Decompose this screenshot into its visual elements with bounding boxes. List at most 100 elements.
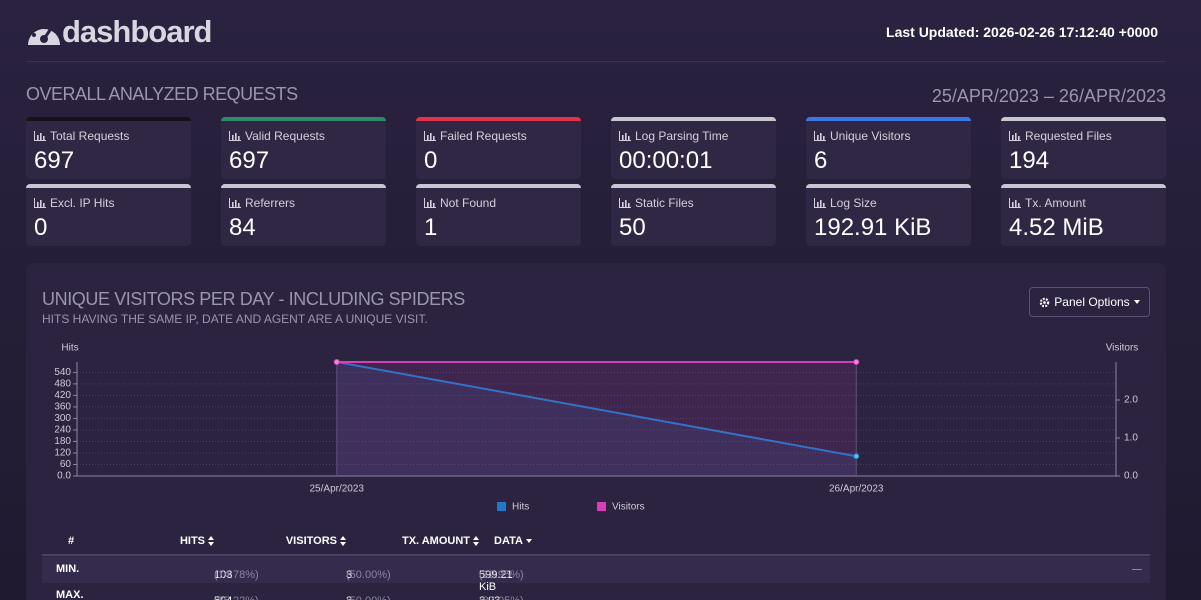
icon-bar [40,200,42,207]
card-value: 194 [1009,147,1050,174]
table-header: HITS [180,535,214,547]
header-text: HITS [179,535,205,547]
card-value: 1 [424,214,438,241]
row-label: MIN. [56,563,80,575]
stats-icon [229,131,241,141]
card-value: 697 [34,147,75,174]
card-label: Excl. IP Hits [34,196,114,210]
card-label-text: Tx. Amount [1025,196,1086,210]
stats-icon [424,131,436,141]
icon-bar [814,198,815,208]
card-value: 50 [619,214,646,241]
panel-options-label: Panel Options [1054,295,1130,309]
cell-value: 3 [346,569,353,581]
card-label: Referrers [229,196,295,210]
series-area [336,362,857,476]
icon-bar [37,135,39,140]
row-label: MAX. [56,589,84,600]
cell-value: 594 [214,595,232,600]
stats-icon [814,131,826,141]
icon-bar [232,135,234,140]
collapse-dash [1132,569,1142,570]
table-header: DATA [494,535,532,547]
stat-card: Static Files 50 [611,184,776,246]
y-tick-label: 120 [54,448,71,459]
panel-title: UNIQUE VISITORS PER DAY - INCLUDING SPID… [42,289,465,309]
icon-bar [229,198,230,208]
icon-bar [229,140,241,141]
stat-card: Failed Requests 0 [416,117,581,179]
table-row: MIN. 103 (14.78%) 3 (50.00%) 599.21 KiB (12… [42,557,1150,593]
icon-bar [433,203,435,207]
y-axis-title: Hits [61,343,78,354]
stats-icon [424,198,436,208]
sort-icon [340,536,346,546]
last-updated: Last Updated: 2026-02-26 17:12:40 +0000 [886,24,1158,40]
card-value: 0 [424,147,438,174]
table-row: MAX. 594 (85.22%) 3 (50.00%) 3.93 MiB (87.0… [42,583,1150,600]
icon-bar [1009,198,1010,208]
logo[interactable]: dashboard [26,14,212,50]
icon-bar [622,135,624,140]
header-text: # [68,535,75,547]
card-label: Not Found [424,196,496,210]
card-value: 84 [229,214,256,241]
card-label-text: Log Size [830,196,877,210]
icon-bar [628,136,630,140]
legend-swatch [597,502,606,511]
cell-value: 599.21 KiB [479,569,513,593]
icon-bar [1012,135,1014,140]
y-tick-label: 420 [54,390,71,401]
date-range: 25/APR/2023 – 26/APR/2023 [931,86,1166,106]
y-tick-label: 60 [60,459,72,470]
icon-bar [424,131,425,141]
icon-bar [34,207,46,208]
gear-icon [1040,297,1050,307]
icon-bar [34,198,35,208]
legend-swatch [497,502,506,511]
sort-icon [208,536,214,546]
icon-bar [34,131,35,141]
icon-bar [424,140,436,141]
header-text: VISITORS [285,535,337,547]
cell-pct: (14.78%) [214,569,259,581]
caret [1133,300,1140,304]
card-value: 0 [34,214,48,241]
icon-bar [34,140,46,141]
icon-bar [37,202,39,207]
icon-bar [1009,140,1021,141]
table-rule [42,554,1150,556]
icon-bar [619,131,620,141]
icon-bar [40,133,42,140]
y2-tick-label: 0.0 [1124,471,1138,482]
panel-options-button[interactable]: Panel Options [1029,287,1150,317]
logo-icon [28,21,60,45]
card-label-text: Not Found [440,196,497,210]
cell-value: 3.93 MiB [479,595,500,600]
cell-value: 103 [214,569,233,581]
icon-bar [235,200,237,207]
stats-icon [1009,131,1021,141]
stat-card: Total Requests 697 [26,117,191,179]
series-point [853,453,860,460]
cell-pct: (50.00%) [346,595,391,600]
card-value: 697 [229,147,270,174]
icon-bar [1018,136,1020,140]
card-label: Tx. Amount [1009,196,1086,210]
y2-tick-label: 1.0 [1124,433,1138,444]
card-label-text: Excl. IP Hits [50,196,115,210]
stat-card: Excl. IP Hits 0 [26,184,191,246]
y-tick-label: 480 [54,379,71,390]
stat-card: Tx. Amount 4.52 MiB [1001,184,1166,246]
x-tick-label: 26/Apr/2023 [829,484,884,495]
card-value: 6 [814,147,828,174]
header-text: DATA [494,535,523,547]
icon-bar [823,136,825,140]
table-header: TX. AMOUNT [402,535,479,547]
icon-bar [622,202,624,207]
card-label-text: Referrers [245,196,296,210]
icon-bar [814,131,815,141]
cell-value: 3 [346,595,352,600]
legend-label: Hits [512,502,529,513]
